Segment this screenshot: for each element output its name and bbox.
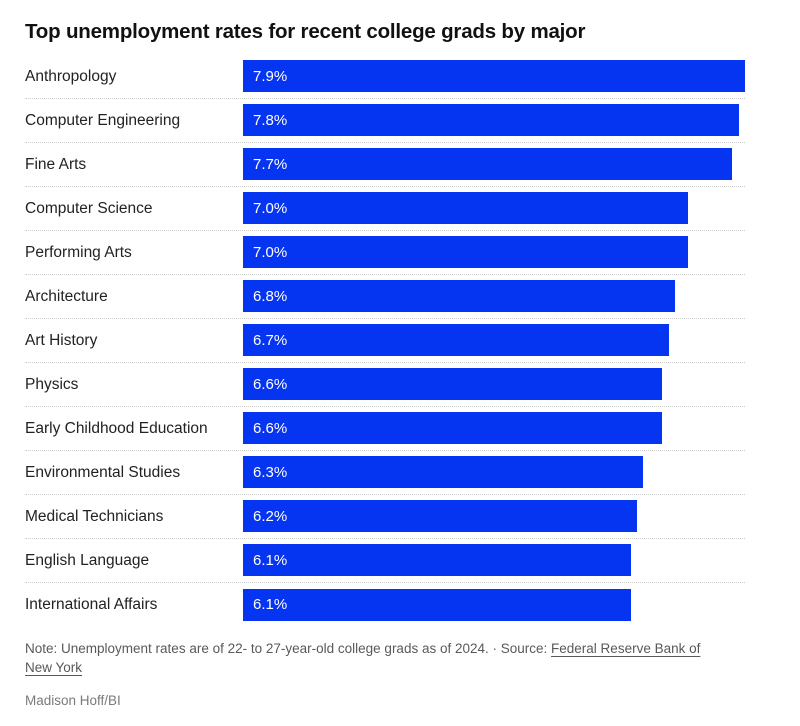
bar: 6.6% bbox=[243, 368, 663, 401]
chart-row: Computer Engineering 7.8% bbox=[25, 99, 745, 143]
bar-track: 6.8% bbox=[243, 280, 745, 313]
category-label: Computer Engineering bbox=[25, 111, 181, 129]
bar: 6.3% bbox=[243, 456, 644, 489]
chart-row: Fine Arts 7.7% bbox=[25, 143, 745, 187]
footnote: Note: Unemployment rates are of 22- to 2… bbox=[25, 639, 725, 678]
credit-byline: Madison Hoff/BI bbox=[25, 692, 121, 708]
bar-track: 6.1% bbox=[243, 544, 745, 577]
category-label: English Language bbox=[25, 551, 150, 569]
value-label: 6.3% bbox=[253, 463, 288, 481]
bar-track: 7.7% bbox=[243, 148, 745, 181]
bar-track: 6.6% bbox=[243, 412, 745, 445]
chart-row: Architecture 6.8% bbox=[25, 275, 745, 319]
category-label: Anthropology bbox=[25, 67, 117, 85]
bar-track: 7.9% bbox=[243, 60, 745, 93]
bar: 7.7% bbox=[243, 148, 733, 181]
category-label: Physics bbox=[25, 375, 79, 393]
chart-row: English Language 6.1% bbox=[25, 539, 745, 583]
bar-track: 7.0% bbox=[243, 192, 745, 225]
value-label: 6.1% bbox=[253, 551, 288, 569]
chart-row: Physics 6.6% bbox=[25, 363, 745, 407]
bar: 6.8% bbox=[243, 280, 676, 313]
category-label: Environmental Studies bbox=[25, 463, 181, 481]
bar-track: 7.0% bbox=[243, 236, 745, 269]
category-label: Performing Arts bbox=[25, 243, 132, 261]
chart-row: Medical Technicians 6.2% bbox=[25, 495, 745, 539]
bar: 7.0% bbox=[243, 236, 688, 269]
value-label: 7.8% bbox=[253, 111, 288, 129]
bar: 6.1% bbox=[243, 588, 631, 621]
bar: 6.6% bbox=[243, 412, 663, 445]
value-label: 6.8% bbox=[253, 287, 288, 305]
value-label: 6.1% bbox=[253, 596, 288, 614]
category-label: Art History bbox=[25, 331, 98, 349]
chart-title: Top unemployment rates for recent colleg… bbox=[25, 20, 586, 43]
bar-track: 6.6% bbox=[243, 368, 745, 401]
bar: 6.1% bbox=[243, 544, 631, 577]
category-label: Fine Arts bbox=[25, 155, 87, 173]
chart-card: Top unemployment rates for recent colleg… bbox=[25, 20, 745, 708]
value-label: 6.6% bbox=[253, 375, 288, 393]
bar-track: 6.3% bbox=[243, 456, 745, 489]
value-label: 6.2% bbox=[253, 507, 288, 525]
bar-track: 6.2% bbox=[243, 500, 745, 533]
bar-track: 7.8% bbox=[243, 104, 745, 137]
category-label: Early Childhood Education bbox=[25, 419, 208, 437]
value-label: 7.7% bbox=[253, 155, 288, 173]
bar: 6.2% bbox=[243, 500, 637, 533]
category-label: International Affairs bbox=[25, 596, 158, 614]
value-label: 6.7% bbox=[253, 331, 288, 349]
category-label: Computer Science bbox=[25, 199, 153, 217]
chart-row: Environmental Studies 6.3% bbox=[25, 451, 745, 495]
chart-row: Early Childhood Education 6.6% bbox=[25, 407, 745, 451]
footnote-text: Note: Unemployment rates are of 22- to 2… bbox=[25, 640, 552, 656]
value-label: 7.9% bbox=[253, 67, 288, 85]
chart-row: Anthropology 7.9% bbox=[25, 55, 745, 99]
bar: 7.8% bbox=[243, 104, 739, 137]
category-label: Medical Technicians bbox=[25, 507, 164, 525]
chart-row: International Affairs 6.1% bbox=[25, 583, 745, 627]
bar: 7.0% bbox=[243, 192, 688, 225]
bar-track: 6.1% bbox=[243, 588, 745, 621]
chart-row: Performing Arts 7.0% bbox=[25, 231, 745, 275]
bar-chart: Anthropology 7.9% Computer Engineering 7.8%… bbox=[25, 55, 745, 627]
category-label: Architecture bbox=[25, 287, 108, 305]
chart-row: Computer Science 7.0% bbox=[25, 187, 745, 231]
chart-row: Art History 6.7% bbox=[25, 319, 745, 363]
bar-track: 6.7% bbox=[243, 324, 745, 357]
value-label: 7.0% bbox=[253, 243, 288, 261]
value-label: 6.6% bbox=[253, 419, 288, 437]
bar: 7.9% bbox=[243, 60, 745, 93]
source-link[interactable]: Federal Reserve Bank of New York bbox=[25, 640, 701, 676]
bar: 6.7% bbox=[243, 324, 669, 357]
value-label: 7.0% bbox=[253, 199, 288, 217]
